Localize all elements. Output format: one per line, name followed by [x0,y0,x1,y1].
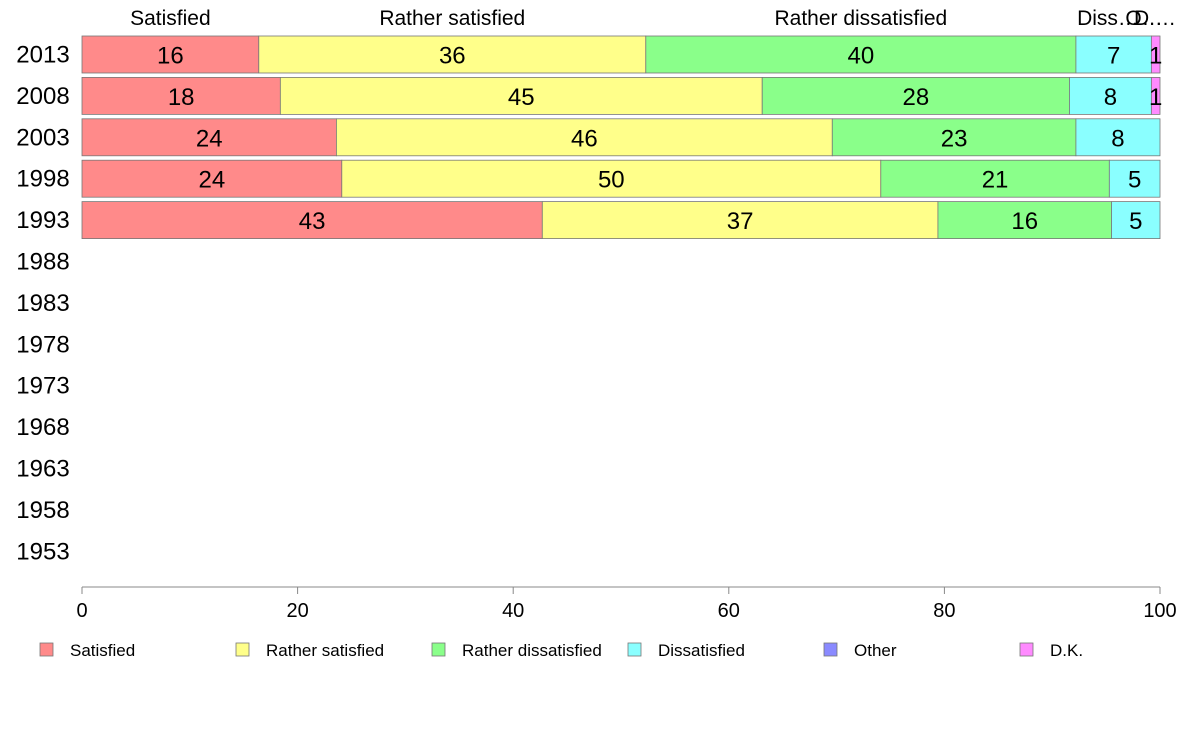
year-label-1978: 1978 [16,331,69,358]
year-label-2013: 2013 [16,42,69,69]
x-axis: 0 20 40 60 80 100 [76,586,1177,622]
data-label-2003-dissatisfied: 8 [1111,125,1124,152]
bar-1993-dissatisfied [1111,201,1161,240]
data-label-2008-satisfied: 18 [168,84,195,111]
legend-swatch-dissatisfied [627,642,642,657]
data-label-2008-rather-dissatisfied: 28 [902,84,929,111]
data-label-1993-rather-dissatisfied: 16 [1011,208,1038,235]
year-label-1998: 1998 [16,166,69,193]
bar-1998-dissatisfied [1108,159,1161,198]
bar-2013-d-k- [1150,35,1161,74]
year-label-1958: 1958 [16,497,69,524]
legend-label-rather-satisfied: Rather satisfied [266,641,384,660]
bar-2008-d-k- [1150,77,1161,115]
year-label-1983: 1983 [16,290,69,317]
top-label-d-k-: D.… [1134,7,1176,30]
top-label-satisfied: Satisfied [130,7,211,30]
year-label-1953: 1953 [16,538,69,565]
legend: Satisfied Rather satisfied Rather dissatis… [39,641,1083,660]
year-label-1968: 1968 [16,414,69,441]
data-label-1993-satisfied: 43 [299,208,326,235]
bar-2003-rather-dissatisfied [831,118,1077,157]
legend-swatch-other [823,642,838,657]
bar-2003-dissatisfied [1075,118,1161,157]
x-tick-label-40: 40 [502,600,524,622]
year-labels: 2013 2008 2003 1998 1993 1988 1983 1978 1973 1968… [16,42,69,566]
bar-1993-rather-satisfied [541,201,939,240]
data-label-2008-rather-satisfied: 45 [508,84,535,111]
year-label-2008: 2008 [16,83,69,110]
legend-swatch-rather-dissatisfied [431,642,446,657]
data-label-1993-rather-satisfied: 37 [727,208,754,235]
top-category-labels: Satisfied Rather satisfied Rather dissatis… [130,7,1176,30]
data-label-2013-rather-dissatisfied: 40 [848,43,875,70]
legend-label-satisfied: Satisfied [70,641,135,660]
bar-2003-rather-satisfied [336,118,833,157]
legend-label-other: Other [854,641,897,660]
data-label-1998-rather-satisfied: 50 [598,167,625,194]
data-label-2008-d-k-: 1 [1149,84,1162,111]
data-label-1998-dissatisfied: 5 [1128,167,1141,194]
legend-swatch-satisfied [39,642,54,657]
data-label-2003-rather-dissatisfied: 23 [941,125,968,152]
legend-swatch-d-k- [1019,642,1034,657]
data-label-1993-dissatisfied: 5 [1129,208,1142,235]
year-label-1993: 1993 [16,207,69,234]
data-label-1998-rather-dissatisfied: 21 [982,167,1009,194]
bar-2008-satisfied [81,77,281,115]
legend-swatch-rather-satisfied [235,642,250,657]
top-label-dissatisfied: Diss… [1077,7,1139,30]
data-label-2013-rather-satisfied: 36 [439,43,466,70]
x-tick-label-80: 80 [933,600,955,622]
bar-1998-rather-dissatisfied [880,159,1110,198]
top-label-rather-dissatisfied: Rather dissatisfied [774,7,947,30]
x-tick-label-20: 20 [286,600,308,622]
top-label-rather-satisfied: Rather satisfied [379,7,525,30]
x-tick-label-0: 0 [76,600,87,622]
bar-1993-satisfied [81,201,543,240]
year-label-1963: 1963 [16,456,69,483]
bar-2013-dissatisfied [1075,35,1152,74]
legend-label-rather-dissatisfied: Rather dissatisfied [462,641,602,660]
year-label-2003: 2003 [16,124,69,151]
data-label-2003-satisfied: 24 [196,125,223,152]
bar-2013-rather-dissatisfied [645,35,1077,74]
x-tick-label-60: 60 [718,600,740,622]
bars-group: 16 36 40 7 118 45 28 8 124 46 23 824 50 21 543 37 16 5 [81,35,1162,240]
x-tick-label-100: 100 [1143,600,1176,622]
data-label-2008-dissatisfied: 8 [1104,84,1117,111]
data-label-2013-satisfied: 16 [157,43,184,70]
year-label-1988: 1988 [16,249,69,276]
data-label-2003-rather-satisfied: 46 [571,125,598,152]
bar-2008-rather-satisfied [279,77,763,115]
data-label-2013-dissatisfied: 7 [1107,43,1120,70]
legend-label-dissatisfied: Dissatisfied [658,641,745,660]
bar-1993-rather-dissatisfied [937,201,1112,240]
bar-2008-rather-dissatisfied [761,77,1070,115]
bar-1998-rather-satisfied [341,159,882,198]
bar-2013-satisfied [81,35,260,74]
top-label-other: O… [1125,7,1162,30]
data-label-2013-d-k-: 1 [1149,43,1162,70]
bar-1998-satisfied [81,159,343,198]
year-label-1973: 1973 [16,373,69,400]
data-label-1998-satisfied: 24 [199,167,226,194]
legend-label-d-k-: D.K. [1050,641,1083,660]
